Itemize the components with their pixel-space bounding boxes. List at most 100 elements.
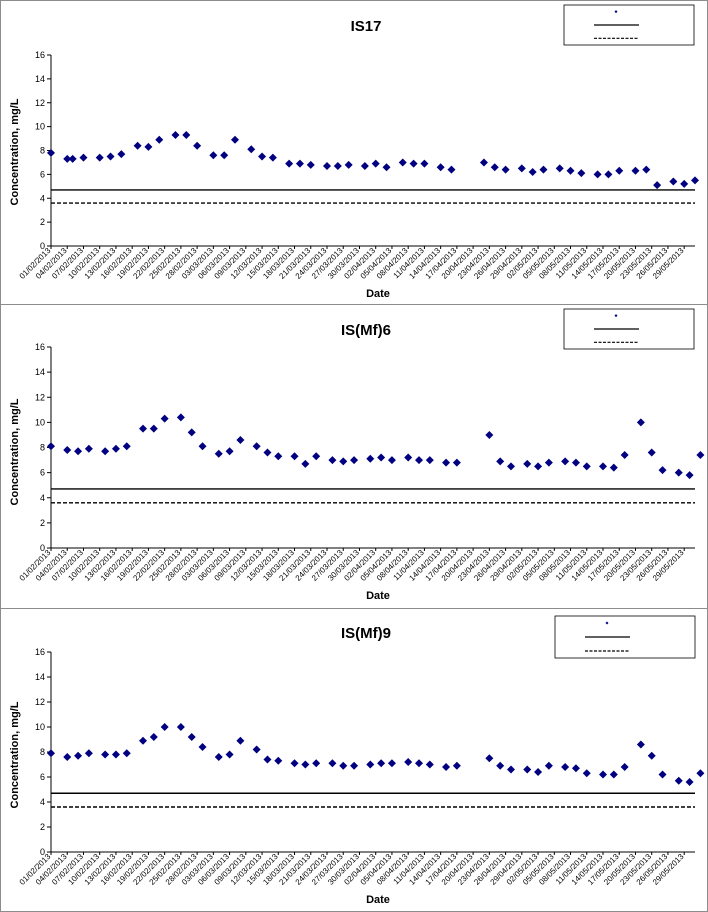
data-point [555, 164, 564, 173]
data-point [160, 414, 169, 423]
data-point [258, 152, 267, 161]
data-point [274, 756, 283, 765]
data-point [507, 765, 515, 774]
data-point [328, 456, 337, 465]
data-point [398, 158, 407, 167]
data-point [366, 760, 375, 769]
data-point [620, 451, 629, 460]
data-point [387, 759, 396, 768]
data-point [680, 179, 689, 188]
data-point [571, 764, 580, 773]
data-point [74, 751, 83, 760]
data-point [615, 166, 624, 175]
data-point [339, 761, 348, 770]
y-tick-label: 12 [35, 98, 45, 108]
data-point [139, 736, 147, 745]
x-axis-label: Date [366, 288, 390, 300]
data-point [387, 456, 396, 465]
y-tick-label: 0 [40, 847, 45, 857]
data-point [582, 769, 591, 778]
data-point [344, 160, 353, 169]
y-tick-label: 10 [35, 722, 45, 732]
data-point [198, 442, 207, 451]
data-point [571, 458, 580, 467]
y-tick-label: 10 [35, 122, 45, 132]
data-point [63, 753, 72, 761]
data-point [328, 759, 337, 768]
chart-panel-is17: IS17 Concentration, mg/L Date 0 2 4 6 8 10 12 1… [1, 1, 707, 303]
data-point [620, 763, 629, 771]
data-point [155, 135, 164, 144]
plot-area: 024681012141601/02/201304/02/201307/02/2… [18, 50, 699, 281]
data-point [68, 154, 77, 163]
data-point [636, 740, 645, 749]
legend-marker [614, 10, 618, 14]
data-point [263, 755, 272, 764]
data-point [171, 130, 180, 139]
data-point [301, 760, 310, 769]
data-point [274, 452, 283, 461]
y-tick-label: 6 [40, 468, 45, 478]
data-point [658, 770, 667, 779]
data-point [176, 413, 185, 422]
y-tick-label: 14 [35, 74, 45, 84]
data-point [220, 151, 229, 160]
y-tick-label: 16 [35, 50, 45, 60]
data-point [333, 162, 342, 171]
data-point [306, 160, 315, 169]
data-point [409, 159, 418, 168]
data-point [636, 418, 645, 427]
y-tick-label: 16 [35, 342, 45, 352]
data-point [658, 466, 667, 475]
data-point [122, 442, 131, 451]
data-point [561, 457, 570, 466]
y-tick-label: 0 [40, 543, 45, 553]
data-point [252, 442, 261, 451]
data-point [631, 166, 640, 175]
data-point [139, 424, 147, 433]
data-point [84, 444, 93, 453]
data-point [312, 452, 321, 461]
data-point [339, 457, 348, 466]
chart-title: IS(Mf)6 [341, 322, 391, 339]
data-point [236, 736, 245, 745]
y-tick-label: 4 [40, 797, 45, 807]
data-point [528, 167, 537, 176]
data-point [609, 770, 618, 779]
y-tick-label: 14 [35, 367, 45, 377]
data-point [647, 448, 656, 457]
data-point [225, 750, 234, 759]
data-point [231, 135, 239, 144]
chart-panel-ismf9: IS(Mf)9 Concentration, mg/L Date 0 2 4 6 8 10… [1, 608, 707, 912]
x-axis-label: Date [366, 590, 390, 602]
data-point [63, 154, 72, 163]
chart-svg-ismf9: IS(Mf)9 Concentration, mg/L Date 0 2 4 6 8 10… [9, 615, 705, 906]
data-point [84, 749, 93, 758]
data-point [285, 159, 294, 168]
data-point [382, 163, 391, 172]
data-point [577, 169, 586, 178]
y-tick-label: 8 [40, 443, 45, 453]
data-point [111, 750, 120, 759]
data-point [436, 163, 445, 172]
data-point [566, 166, 575, 175]
data-point [101, 750, 110, 759]
data-point [404, 758, 413, 766]
data-point [133, 141, 142, 150]
chart-svg-is17: IS17 Concentration, mg/L Date 0 2 4 6 8 10 12 1… [9, 4, 699, 300]
data-point [79, 153, 88, 162]
data-point [544, 458, 553, 467]
data-point [674, 468, 683, 477]
data-point [490, 163, 499, 172]
data-point [599, 770, 607, 779]
y-tick-label: 4 [40, 193, 45, 203]
data-point [534, 462, 543, 471]
data-point [117, 150, 126, 159]
data-point [101, 447, 110, 456]
data-point [312, 759, 321, 768]
data-point [404, 453, 413, 462]
legend-marker [614, 314, 618, 318]
data-point [95, 153, 104, 162]
data-point [301, 459, 310, 468]
data-point [642, 165, 651, 174]
